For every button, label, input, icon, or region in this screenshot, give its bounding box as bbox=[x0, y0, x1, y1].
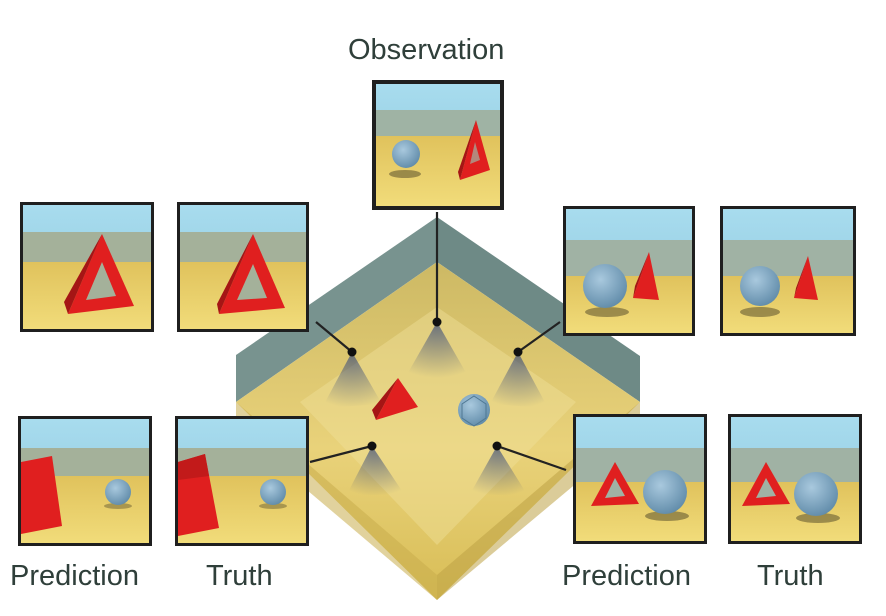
connector-lines bbox=[309, 212, 567, 472]
left-truth-label: Truth bbox=[206, 560, 273, 592]
left-lower-prediction-view bbox=[18, 416, 152, 546]
right-lower-prediction-view bbox=[573, 414, 707, 544]
left-lower-truth-view bbox=[175, 416, 309, 546]
right-upper-truth-view bbox=[720, 206, 856, 336]
right-lower-truth-view bbox=[728, 414, 862, 544]
observation-view bbox=[372, 80, 504, 210]
arena-floor-inner bbox=[300, 307, 576, 545]
red-triangle-prism-icon bbox=[372, 378, 418, 420]
blue-icosahedron-icon bbox=[458, 394, 490, 427]
right-upper-prediction-view bbox=[563, 206, 695, 336]
camera-viewpoint-icon bbox=[347, 317, 523, 451]
arena-floor bbox=[236, 262, 640, 600]
camera-beams bbox=[322, 322, 548, 496]
arena-left-wall bbox=[236, 217, 437, 402]
arena-right-wall bbox=[437, 217, 640, 402]
left-upper-prediction-view bbox=[20, 202, 154, 332]
left-prediction-label: Prediction bbox=[10, 560, 139, 592]
right-prediction-label: Prediction bbox=[562, 560, 691, 592]
observation-label: Observation bbox=[348, 34, 505, 66]
right-truth-label: Truth bbox=[757, 560, 824, 592]
left-upper-truth-view bbox=[177, 202, 309, 332]
